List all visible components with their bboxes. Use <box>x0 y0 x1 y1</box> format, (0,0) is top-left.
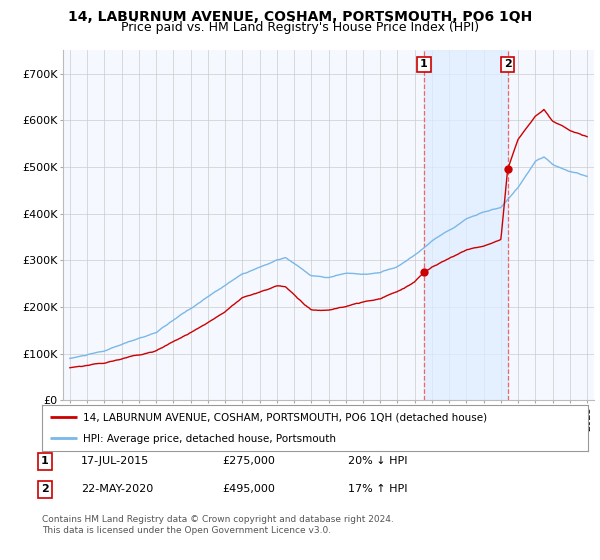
Text: 20% ↓ HPI: 20% ↓ HPI <box>348 456 407 466</box>
Text: 17% ↑ HPI: 17% ↑ HPI <box>348 484 407 494</box>
Text: Contains HM Land Registry data © Crown copyright and database right 2024.
This d: Contains HM Land Registry data © Crown c… <box>42 515 394 535</box>
Text: 2: 2 <box>41 484 49 494</box>
Text: 17-JUL-2015: 17-JUL-2015 <box>81 456 149 466</box>
Text: 2: 2 <box>504 59 512 69</box>
Text: 14, LABURNUM AVENUE, COSHAM, PORTSMOUTH, PO6 1QH: 14, LABURNUM AVENUE, COSHAM, PORTSMOUTH,… <box>68 10 532 24</box>
Text: 14, LABURNUM AVENUE, COSHAM, PORTSMOUTH, PO6 1QH (detached house): 14, LABURNUM AVENUE, COSHAM, PORTSMOUTH,… <box>83 413 487 423</box>
Text: 1: 1 <box>420 59 428 69</box>
Text: £495,000: £495,000 <box>222 484 275 494</box>
Text: £275,000: £275,000 <box>222 456 275 466</box>
Text: Price paid vs. HM Land Registry's House Price Index (HPI): Price paid vs. HM Land Registry's House … <box>121 21 479 34</box>
Text: 22-MAY-2020: 22-MAY-2020 <box>81 484 153 494</box>
Bar <box>424 50 508 400</box>
Text: HPI: Average price, detached house, Portsmouth: HPI: Average price, detached house, Port… <box>83 434 336 444</box>
Text: 1: 1 <box>41 456 49 466</box>
